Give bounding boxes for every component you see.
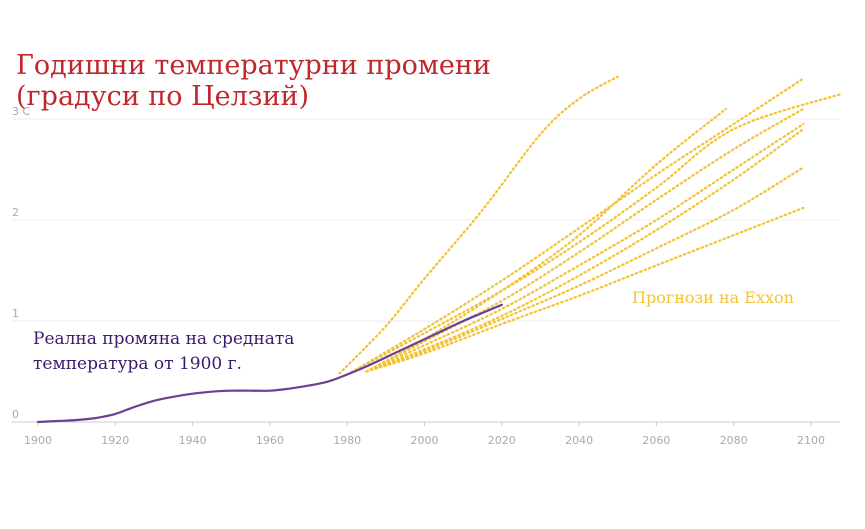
projection-line	[365, 206, 805, 373]
projection-line	[365, 107, 805, 373]
y-tick-label: 3 C	[12, 105, 30, 118]
x-tick-label: 1920	[101, 434, 129, 447]
projection-line	[346, 92, 843, 376]
projections-series-label: Прогнози на Exxon	[632, 288, 794, 307]
actual-series-group	[36, 303, 503, 424]
x-tick-label: 2000	[411, 434, 439, 447]
y-tick-label: 1	[12, 307, 19, 320]
projection-line	[365, 166, 805, 373]
projection-line	[346, 77, 805, 376]
x-tick-label: 1960	[256, 434, 284, 447]
x-tick-label: 2060	[642, 434, 670, 447]
x-tick-label: 2080	[720, 434, 748, 447]
chart-title: Годишни температурни промени (градуси по…	[16, 50, 491, 112]
y-tick-label: 0	[12, 408, 19, 421]
actual-series-label: Реална промяна на средната температура о…	[33, 329, 295, 374]
grid-lines	[12, 118, 840, 423]
x-tick-label: 2100	[797, 434, 825, 447]
projection-line	[338, 75, 619, 375]
projection-series-group	[338, 75, 843, 376]
x-tick-label: 2040	[565, 434, 593, 447]
y-axis-ticks: 0 1 2 3 C	[12, 105, 30, 421]
projection-line	[365, 128, 805, 373]
x-axis-ticks: 1900 1920 1940 1960 1980 2000 2020 2040 2060 2080…	[24, 422, 825, 447]
x-tick-label: 1900	[24, 434, 52, 447]
actual-line	[36, 303, 503, 424]
projection-line	[365, 122, 805, 373]
x-tick-label: 1980	[333, 434, 361, 447]
x-tick-label: 1940	[179, 434, 207, 447]
y-tick-label: 2	[12, 206, 19, 219]
x-tick-label: 2020	[488, 434, 516, 447]
